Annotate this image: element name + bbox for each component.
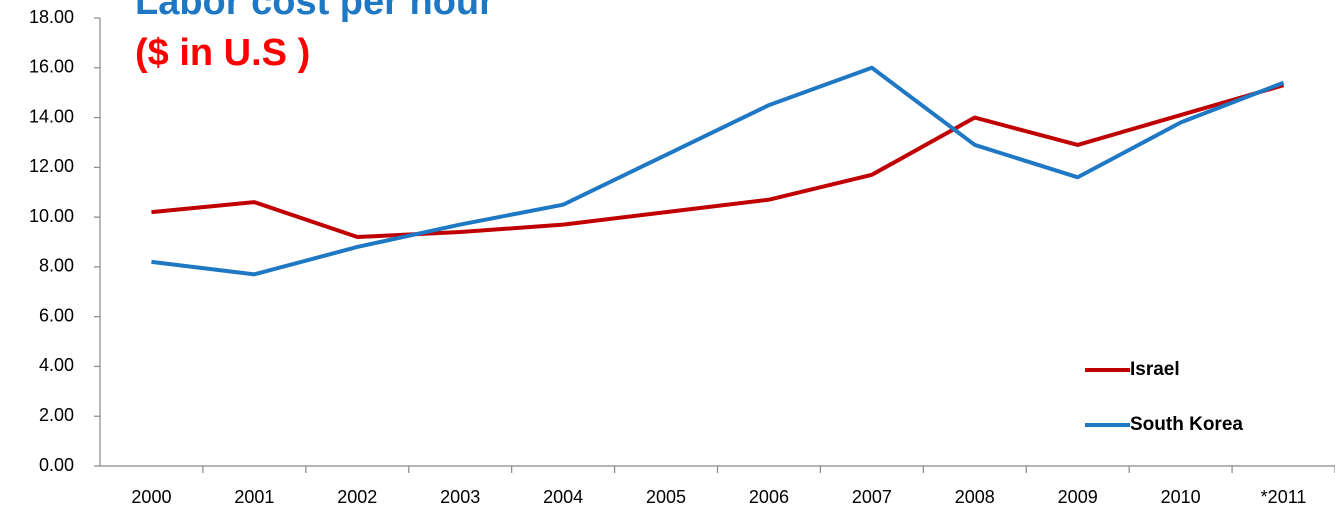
chart-title: Labor cost per hour [135, 0, 494, 23]
x-tick-label: 2001 [234, 487, 274, 507]
x-tick-label: 2004 [543, 487, 583, 507]
x-tick-label: *2011 [1261, 487, 1307, 507]
x-tick-label: 2002 [337, 487, 377, 507]
y-tick-label: 16.00 [29, 57, 74, 77]
legend-label: South Korea [1130, 414, 1243, 435]
x-tick-label: 2008 [955, 487, 995, 507]
x-tick-label: 2000 [131, 487, 171, 507]
y-tick-label: 6.00 [39, 305, 74, 325]
y-tick-label: 8.00 [39, 256, 74, 276]
chart-subtitle: ($ in U.S ) [135, 32, 310, 74]
y-tick-label: 14.00 [29, 106, 74, 126]
y-tick-label: 12.00 [29, 156, 74, 176]
x-tick-label: 2003 [440, 487, 480, 507]
legend-label: Israel [1130, 359, 1180, 380]
series-line [151, 83, 1285, 240]
x-tick-label: 2007 [852, 487, 892, 507]
x-tick-label: 2005 [646, 487, 686, 507]
x-tick-label: 2006 [749, 487, 789, 507]
x-tick-label: 2010 [1161, 487, 1201, 507]
y-tick-label: 2.00 [39, 405, 74, 425]
y-tick-label: 4.00 [39, 355, 74, 375]
series-line [151, 65, 1285, 277]
y-tick-label: 10.00 [29, 206, 74, 226]
y-tick-label: 18.00 [29, 7, 74, 27]
x-tick-label: 2009 [1058, 487, 1098, 507]
y-tick-label: 0.00 [39, 455, 74, 475]
